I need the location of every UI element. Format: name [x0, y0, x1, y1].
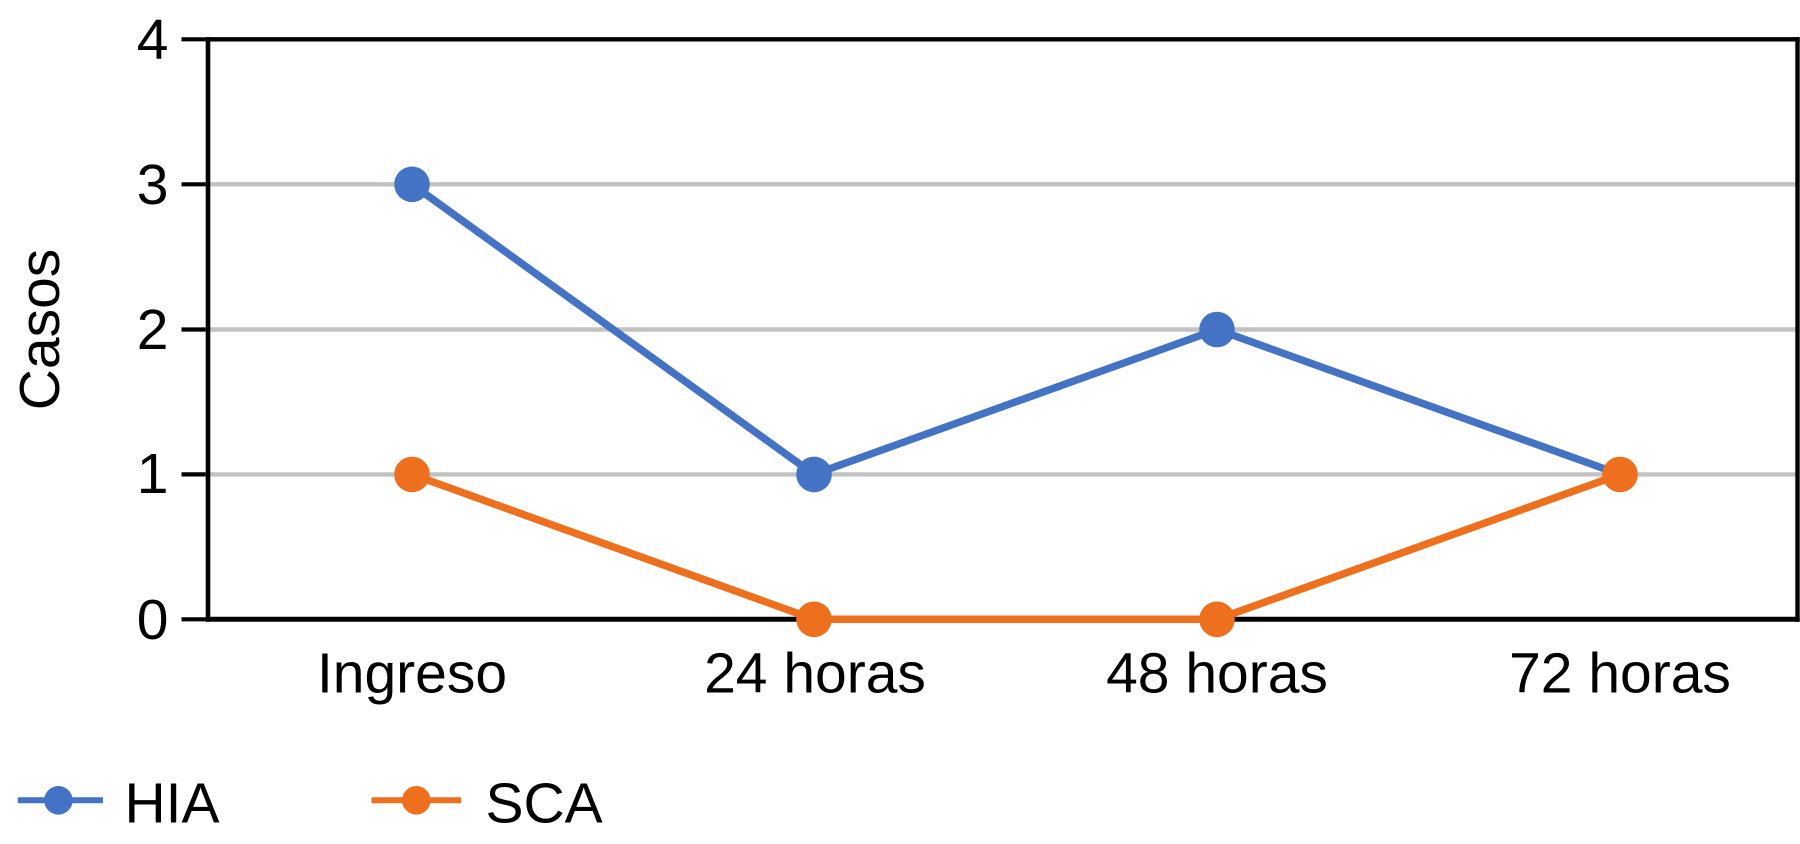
- svg-text:Casos: Casos: [8, 249, 72, 411]
- svg-text:HIA: HIA: [125, 772, 220, 836]
- svg-text:SCA: SCA: [486, 772, 603, 836]
- svg-text:72 horas: 72 horas: [1509, 642, 1731, 706]
- svg-text:24 horas: 24 horas: [704, 642, 926, 706]
- svg-text:4: 4: [137, 8, 169, 72]
- svg-text:0: 0: [137, 588, 169, 652]
- svg-text:Ingreso: Ingreso: [317, 642, 507, 706]
- svg-text:3: 3: [137, 153, 169, 217]
- svg-text:1: 1: [137, 442, 169, 506]
- svg-text:48 horas: 48 horas: [1106, 642, 1328, 706]
- svg-text:2: 2: [137, 298, 169, 362]
